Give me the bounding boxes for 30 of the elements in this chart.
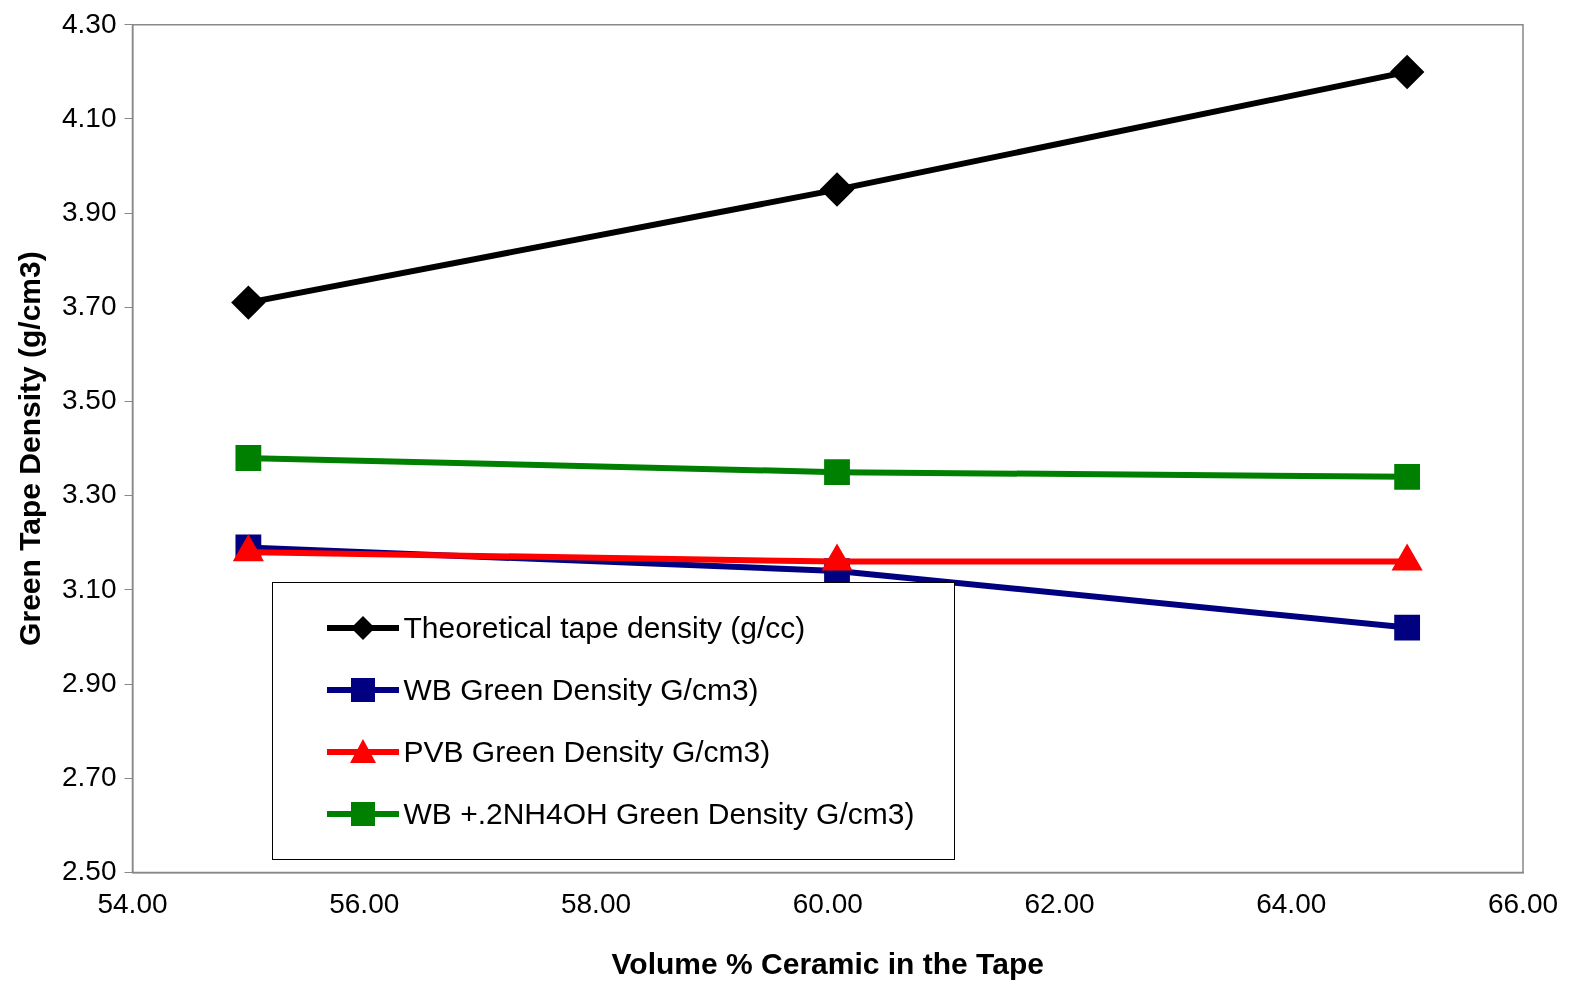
x-tick-label: 62.00 bbox=[1024, 887, 1095, 919]
y-tick-label: 2.50 bbox=[62, 855, 117, 887]
y-tick-label: 3.70 bbox=[62, 290, 117, 322]
y-axis-title: Green Tape Density (g/cm3) bbox=[13, 251, 47, 646]
legend-label: PVB Green Density G/cm3) bbox=[403, 735, 771, 770]
y-tick-label: 3.10 bbox=[62, 572, 117, 604]
x-tick-label: 64.00 bbox=[1256, 887, 1327, 919]
x-tick-label: 60.00 bbox=[792, 887, 863, 919]
y-tick-label: 2.70 bbox=[62, 760, 117, 792]
legend-label: Theoretical tape density (g/cc) bbox=[403, 611, 806, 646]
y-tick-label: 4.10 bbox=[62, 101, 117, 133]
x-tick-label: 58.00 bbox=[560, 887, 632, 919]
legend-label: WB +.2NH4OH Green Density G/cm3) bbox=[403, 797, 915, 832]
y-tick-label: 3.90 bbox=[62, 195, 117, 227]
point bbox=[821, 173, 854, 206]
point bbox=[1394, 614, 1421, 641]
x-tick-label: 56.00 bbox=[329, 887, 400, 919]
y-tick-label: 3.50 bbox=[62, 384, 117, 416]
point bbox=[232, 286, 265, 319]
x-axis-title: Volume % Ceramic in the Tape bbox=[611, 947, 1044, 981]
point bbox=[1391, 55, 1424, 88]
point bbox=[824, 459, 850, 486]
x-tick-label: 66.00 bbox=[1487, 887, 1559, 919]
legend-label: WB Green Density G/cm3) bbox=[403, 673, 759, 708]
x-tick-label: 54.00 bbox=[97, 887, 168, 919]
y-tick-label: 3.30 bbox=[62, 478, 117, 510]
y-tick-label: 2.90 bbox=[62, 666, 117, 698]
point bbox=[1394, 463, 1421, 490]
y-tick-label: 4.30 bbox=[62, 7, 117, 39]
point bbox=[235, 445, 262, 471]
